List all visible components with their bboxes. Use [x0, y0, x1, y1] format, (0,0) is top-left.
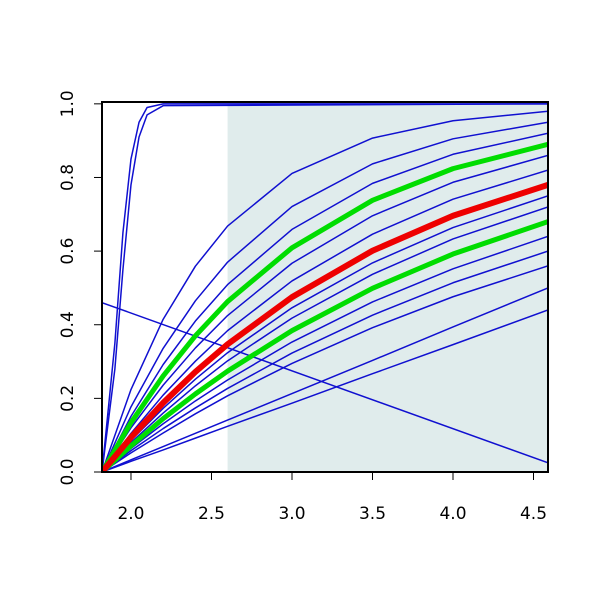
series-line [102, 287, 548, 472]
series-line [102, 110, 548, 472]
series-line [102, 154, 548, 472]
x-tick-label: 4.5 [520, 504, 547, 524]
series-line [102, 103, 548, 472]
series-line [102, 132, 548, 472]
y-tick-label: 1.0 [58, 90, 78, 117]
series-line [102, 141, 548, 472]
series-line [102, 206, 548, 472]
x-tick-label: 3.5 [359, 504, 386, 524]
shaded-region [227, 103, 548, 472]
series-line [102, 250, 548, 472]
series-line [102, 181, 548, 472]
y-tick-label: 0.0 [58, 458, 78, 485]
series-line [102, 219, 548, 472]
y-tick-label: 0.6 [58, 238, 78, 265]
series-line [102, 235, 548, 472]
x-tick-label: 4.0 [439, 504, 466, 524]
series-line [102, 121, 548, 472]
plot-area [102, 103, 548, 472]
y-tick-label: 0.8 [58, 164, 78, 191]
y-tick-label: 0.2 [58, 385, 78, 412]
series-line [102, 103, 548, 472]
plot-frame [101, 101, 549, 473]
y-tick-label: 0.4 [58, 311, 78, 338]
series-line [102, 309, 548, 472]
series-line [102, 265, 548, 472]
x-tick-label: 2.0 [117, 504, 144, 524]
x-tick-label: 3.0 [278, 504, 305, 524]
series-line [102, 169, 548, 472]
x-tick-label: 2.5 [198, 504, 225, 524]
